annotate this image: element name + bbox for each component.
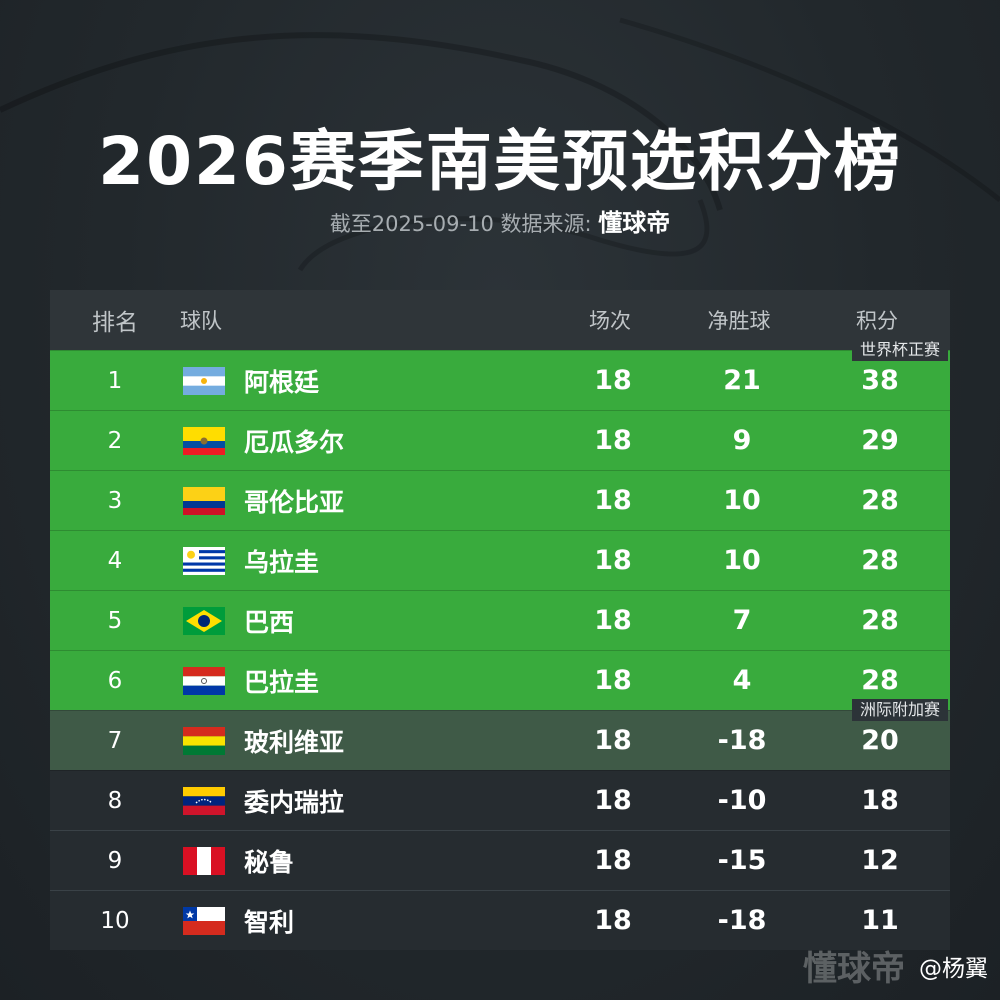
played-cell: 18 (594, 485, 632, 516)
colombia-flag-icon (183, 486, 225, 515)
played-cell: 18 (594, 725, 632, 756)
team-cell: 玻利维亚 (180, 723, 553, 759)
table-row: 9 秘鲁 18 -15 12 (50, 830, 950, 890)
team-name: 哥伦比亚 (244, 487, 345, 517)
page-title: 2026赛季南美预选积分榜 (98, 123, 902, 200)
table-row: 2 厄瓜多尔 18 9 29 (50, 410, 950, 470)
table-row: 10 智利 18 -18 11 (50, 890, 950, 950)
rank-cell: 6 (107, 667, 123, 694)
paraguay-flag-icon (183, 666, 225, 695)
goal-diff-cell: 9 (732, 425, 752, 456)
goal-diff-cell: -18 (717, 725, 767, 756)
played-cell: 18 (594, 845, 632, 876)
subtitle-date: 截至2025-09-10 数据来源: (329, 212, 599, 236)
team-name: 厄瓜多尔 (244, 427, 345, 457)
points-cell: 11 (861, 905, 899, 936)
ecuador-flag-icon (183, 426, 225, 455)
bolivia-flag-icon (183, 726, 225, 755)
brazil-flag-icon (183, 606, 225, 635)
goal-diff-cell: 21 (723, 365, 761, 396)
points-cell: 12 (861, 845, 899, 876)
playoff-tag: 洲际附加赛 (851, 699, 948, 721)
table-row: 6 巴拉圭 18 4 28 (50, 650, 950, 710)
venezuela-flag-icon (183, 786, 225, 815)
team-cell: 巴西 (180, 603, 553, 639)
team-cell: 阿根廷 (180, 363, 553, 399)
played-cell: 18 (594, 365, 632, 396)
points-cell: 28 (861, 485, 899, 516)
uruguay-flag-icon (183, 546, 225, 575)
team-name: 秘鲁 (244, 847, 295, 877)
played-cell: 18 (594, 785, 632, 816)
rank-cell: 9 (107, 847, 123, 874)
team-cell: 哥伦比亚 (180, 483, 553, 519)
rank-cell: 4 (107, 547, 123, 574)
points-cell: 20 (861, 725, 899, 756)
watermark-user: @杨翼 (919, 955, 988, 982)
rank-cell: 2 (107, 427, 123, 454)
rank-cell: 7 (107, 727, 123, 754)
team-name: 智利 (244, 907, 295, 937)
table-row: 8 委内瑞拉 18 -10 18 (50, 770, 950, 830)
points-cell: 28 (861, 545, 899, 576)
points-cell: 38 (861, 365, 899, 396)
header-goal-diff: 净胜球 (707, 309, 771, 333)
table-header: 排名 球队 场次 净胜球 积分 (50, 290, 950, 350)
points-cell: 28 (861, 665, 899, 696)
team-cell: 乌拉圭 (180, 543, 553, 579)
page-subtitle: 截至2025-09-10 数据来源: 懂球帝 (0, 203, 1000, 238)
played-cell: 18 (594, 665, 632, 696)
direct-qualification-tag: 世界杯正赛 (851, 339, 948, 361)
goal-diff-cell: 10 (723, 485, 761, 516)
argentina-flag-icon (183, 366, 225, 395)
header-rank: 排名 (92, 310, 138, 336)
goal-diff-cell: 7 (732, 605, 752, 636)
team-cell: 巴拉圭 (180, 663, 553, 699)
team-cell: 厄瓜多尔 (180, 423, 553, 459)
header-team: 球队 (180, 309, 222, 333)
table-row: 5 巴西 18 7 28 (50, 590, 950, 650)
played-cell: 18 (594, 545, 632, 576)
table-row: 洲际附加赛 7 玻利维亚 18 -18 20 (50, 699, 950, 770)
team-name: 委内瑞拉 (244, 787, 345, 817)
points-cell: 28 (861, 605, 899, 636)
watermark: 懂球帝 @杨翼 (803, 941, 988, 990)
goal-diff-cell: 4 (732, 665, 752, 696)
team-cell: 智利 (180, 903, 553, 939)
rank-cell: 5 (107, 607, 123, 634)
points-cell: 29 (861, 425, 899, 456)
table-row: 3 哥伦比亚 18 10 28 (50, 470, 950, 530)
team-name: 玻利维亚 (244, 727, 345, 757)
team-name: 乌拉圭 (244, 547, 320, 577)
goal-diff-cell: -10 (717, 785, 767, 816)
team-name: 阿根廷 (244, 367, 320, 397)
subtitle-source: 懂球帝 (598, 209, 671, 237)
points-cell: 18 (861, 785, 899, 816)
goal-diff-cell: 10 (723, 545, 761, 576)
played-cell: 18 (594, 605, 632, 636)
peru-flag-icon (183, 846, 225, 875)
team-cell: 委内瑞拉 (180, 783, 553, 819)
table-row: 4 乌拉圭 18 10 28 (50, 530, 950, 590)
header-played: 场次 (589, 309, 631, 333)
watermark-logo: 懂球帝 (803, 949, 905, 989)
standings-table: 排名 球队 场次 净胜球 积分 世界杯正赛 1 阿根廷 18 21 38 2 厄… (50, 290, 950, 950)
rank-cell: 1 (107, 367, 123, 394)
rank-cell: 8 (107, 787, 123, 814)
table-row: 世界杯正赛 1 阿根廷 18 21 38 (50, 339, 950, 410)
rank-cell: 3 (107, 487, 123, 514)
played-cell: 18 (594, 425, 632, 456)
team-name: 巴拉圭 (244, 667, 320, 697)
goal-diff-cell: -18 (717, 905, 767, 936)
header-points: 积分 (856, 309, 898, 333)
goal-diff-cell: -15 (717, 845, 767, 876)
team-cell: 秘鲁 (180, 843, 553, 879)
chile-flag-icon (183, 906, 225, 935)
team-name: 巴西 (244, 607, 295, 637)
played-cell: 18 (594, 905, 632, 936)
rank-cell: 10 (100, 907, 130, 934)
